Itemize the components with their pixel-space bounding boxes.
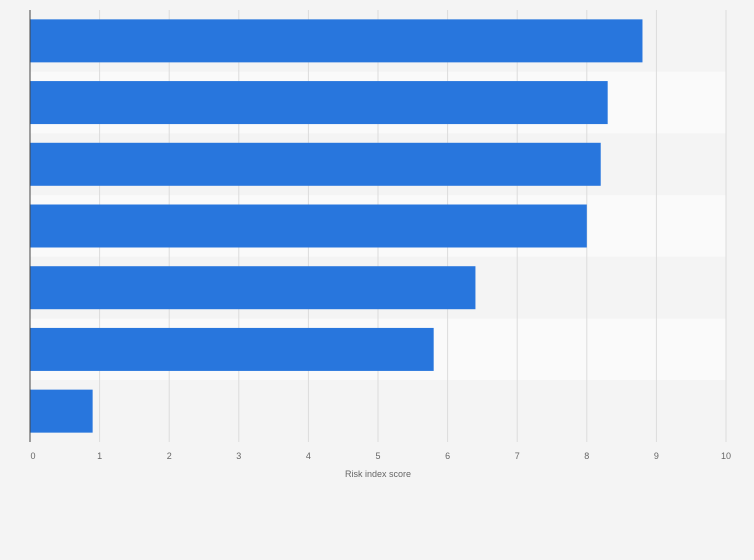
x-tick-label: 9 (654, 451, 659, 461)
x-tick-label: 10 (721, 451, 731, 461)
x-tick-label: 2 (167, 451, 172, 461)
x-tick-label: 5 (375, 451, 380, 461)
bar (30, 204, 587, 248)
bar (30, 266, 476, 310)
x-tick-label: 1 (97, 451, 102, 461)
bar (30, 19, 643, 63)
x-axis-ticks: 0 1 2 3 4 5 6 7 8 9 10 (30, 451, 731, 461)
bar (30, 81, 608, 125)
x-axis-title: Risk index score (345, 469, 411, 479)
x-tick-label: 6 (445, 451, 450, 461)
x-tick-label: 8 (584, 451, 589, 461)
bar (30, 389, 93, 433)
x-tick-label: 3 (236, 451, 241, 461)
bar (30, 142, 601, 186)
x-tick-label: 0 (30, 451, 35, 461)
bars (30, 19, 643, 433)
x-tick-label: 4 (306, 451, 311, 461)
bar (30, 327, 434, 371)
x-tick-label: 7 (515, 451, 520, 461)
